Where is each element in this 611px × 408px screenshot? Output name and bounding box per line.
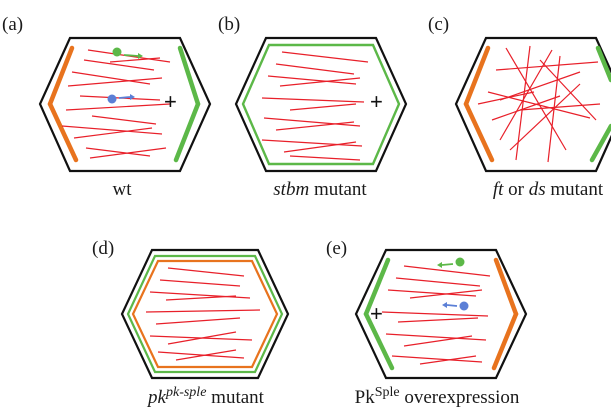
panel-d-orange-ring [131,259,279,369]
panel-e-caption-protein: Pk [355,387,376,408]
panel-b-plus-sign: + [370,89,383,114]
panel-d-label: (d) [92,238,114,259]
panel-c-caption-gene-ds: ds [529,179,546,200]
panel-a-green-edge-lower [173,101,201,163]
panel-c-cell-outline [454,36,611,173]
panel-e-caption: PkSple overexpression [355,385,520,408]
panel-a-green-arrow [123,54,139,57]
panel-e: (e) + PkSple overexpression [326,238,528,408]
panel-d-microtubules [145,267,261,361]
panel-c-caption-or: or [503,179,528,200]
panel-c-caption-rest: mutant [546,179,604,200]
panel-b-caption: stbm mutant [273,179,367,200]
panel-e-orange-edge-lower [491,311,519,371]
panel-e-green-edge-lower [363,311,395,371]
panel-a-plus-sign: + [164,89,177,114]
panel-c-label: (c) [428,14,449,35]
panel-d-cell-outline [120,248,290,380]
panel-d: (d) pkpk-sple mutant [92,238,290,408]
panel-e-plus-sign: + [370,301,383,326]
panel-a-blue-arrowhead [130,94,135,100]
panel-b-label: (b) [218,14,240,35]
panel-b-caption-rest: mutant [309,179,367,200]
panel-a-green-vesicle [112,47,122,57]
panel-a-green-edge [177,45,201,107]
panel-d-caption-rest: mutant [206,387,264,408]
panel-e-green-arrowhead [437,262,442,268]
panel-e-cell-outline [354,248,528,380]
panel-c-green-edge [595,45,611,83]
panel-a-green-arrowhead [138,53,143,59]
panel-b-caption-gene: stbm [273,179,309,200]
panel-e-microtubules [381,265,491,365]
panel-b-cell-outline [234,36,408,173]
panel-a: (a) + wt [2,14,212,200]
panel-c-microtubules [477,45,601,163]
panel-a-orange-edge [47,45,75,107]
panel-e-blue-arrow [446,304,458,307]
panel-d-green-ring [126,254,284,374]
panel-b: (b) + stbm mutant [218,14,408,200]
panel-e-blue-arrowhead [442,302,447,308]
panel-e-caption-rest: overexpression [400,387,520,408]
panel-a-microtubules [61,49,171,159]
panel-e-label: (e) [326,238,347,259]
panel-a-blue-arrow [118,96,131,99]
panel-d-caption-superscript: pk-sple [165,385,206,400]
panel-a-label: (a) [2,14,23,35]
panel-e-caption-superscript: Sple [375,385,400,400]
panel-b-green-ring [241,43,401,166]
panel-c-orange-edge-lower [463,101,495,163]
panel-a-caption: wt [113,179,133,200]
panel-a-blue-vesicle [107,94,117,104]
panel-e-orange-edge [493,257,519,317]
panel-e-blue-vesicle [459,301,469,311]
panel-c-caption: ft or ds mutant [493,179,604,200]
panel-e-green-arrow [441,263,454,266]
panel-d-caption-gene: pk [146,387,167,408]
panel-b-microtubules [261,51,369,161]
panel-c-green-edge-lower [589,123,611,163]
panel-e-green-vesicle [455,257,465,267]
panel-d-caption: pkpk-sple mutant [146,385,265,408]
panel-c: (c) ft or ds mutant [428,14,611,200]
panel-c-caption-gene-ft: ft [493,179,504,200]
panel-a-orange-edge-lower [47,101,79,163]
panel-c-orange-edge [463,45,491,107]
panel-e-green-edge [363,257,391,317]
panel-a-cell-outline [38,36,212,173]
